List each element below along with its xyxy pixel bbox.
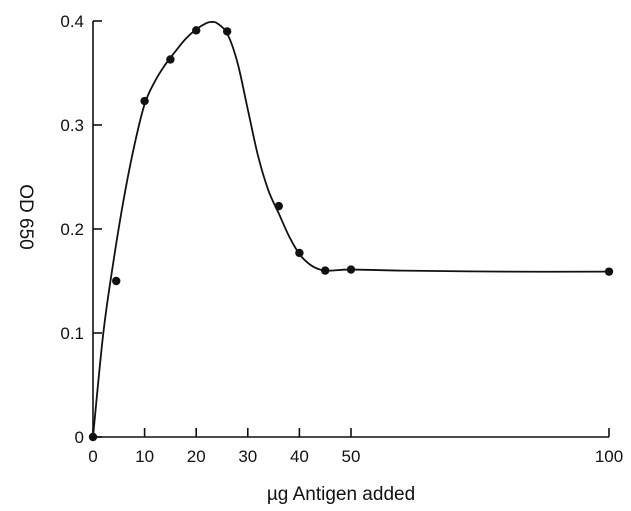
data-point — [88, 432, 98, 442]
y-tick-label: 0.1 — [60, 324, 84, 343]
x-tick-label: 30 — [238, 447, 257, 466]
data-points — [88, 26, 614, 442]
y-axis-title: OD 650 — [15, 184, 36, 249]
data-point — [321, 266, 330, 275]
data-point — [112, 276, 121, 286]
axes — [92, 21, 609, 438]
y-tick-label: 0.2 — [60, 220, 84, 239]
data-point — [295, 248, 304, 258]
fitted-curve — [92, 20, 610, 438]
x-tick-label: 100 — [595, 447, 623, 466]
data-point — [192, 26, 201, 35]
y-tick-label: 0.4 — [60, 12, 84, 31]
x-tick-label: 0 — [88, 447, 97, 466]
x-ticks: 0 10 20 30 40 50 100 — [88, 428, 623, 466]
data-point — [346, 265, 356, 274]
x-tick-label: 10 — [135, 447, 154, 466]
y-ticks: 0 0.1 0.2 0.3 0.4 — [60, 12, 102, 447]
data-point — [140, 96, 149, 106]
x-tick-label: 50 — [342, 447, 361, 466]
x-axis-title: µg Antigen added — [267, 484, 415, 505]
x-tick-label: 20 — [187, 447, 206, 466]
y-tick-label: 0.3 — [60, 116, 84, 135]
y-tick-label: 0 — [75, 428, 84, 447]
x-tick-label: 40 — [290, 447, 309, 466]
data-point — [222, 27, 232, 36]
data-point — [604, 267, 614, 276]
data-point — [166, 55, 175, 64]
data-point — [274, 201, 283, 211]
